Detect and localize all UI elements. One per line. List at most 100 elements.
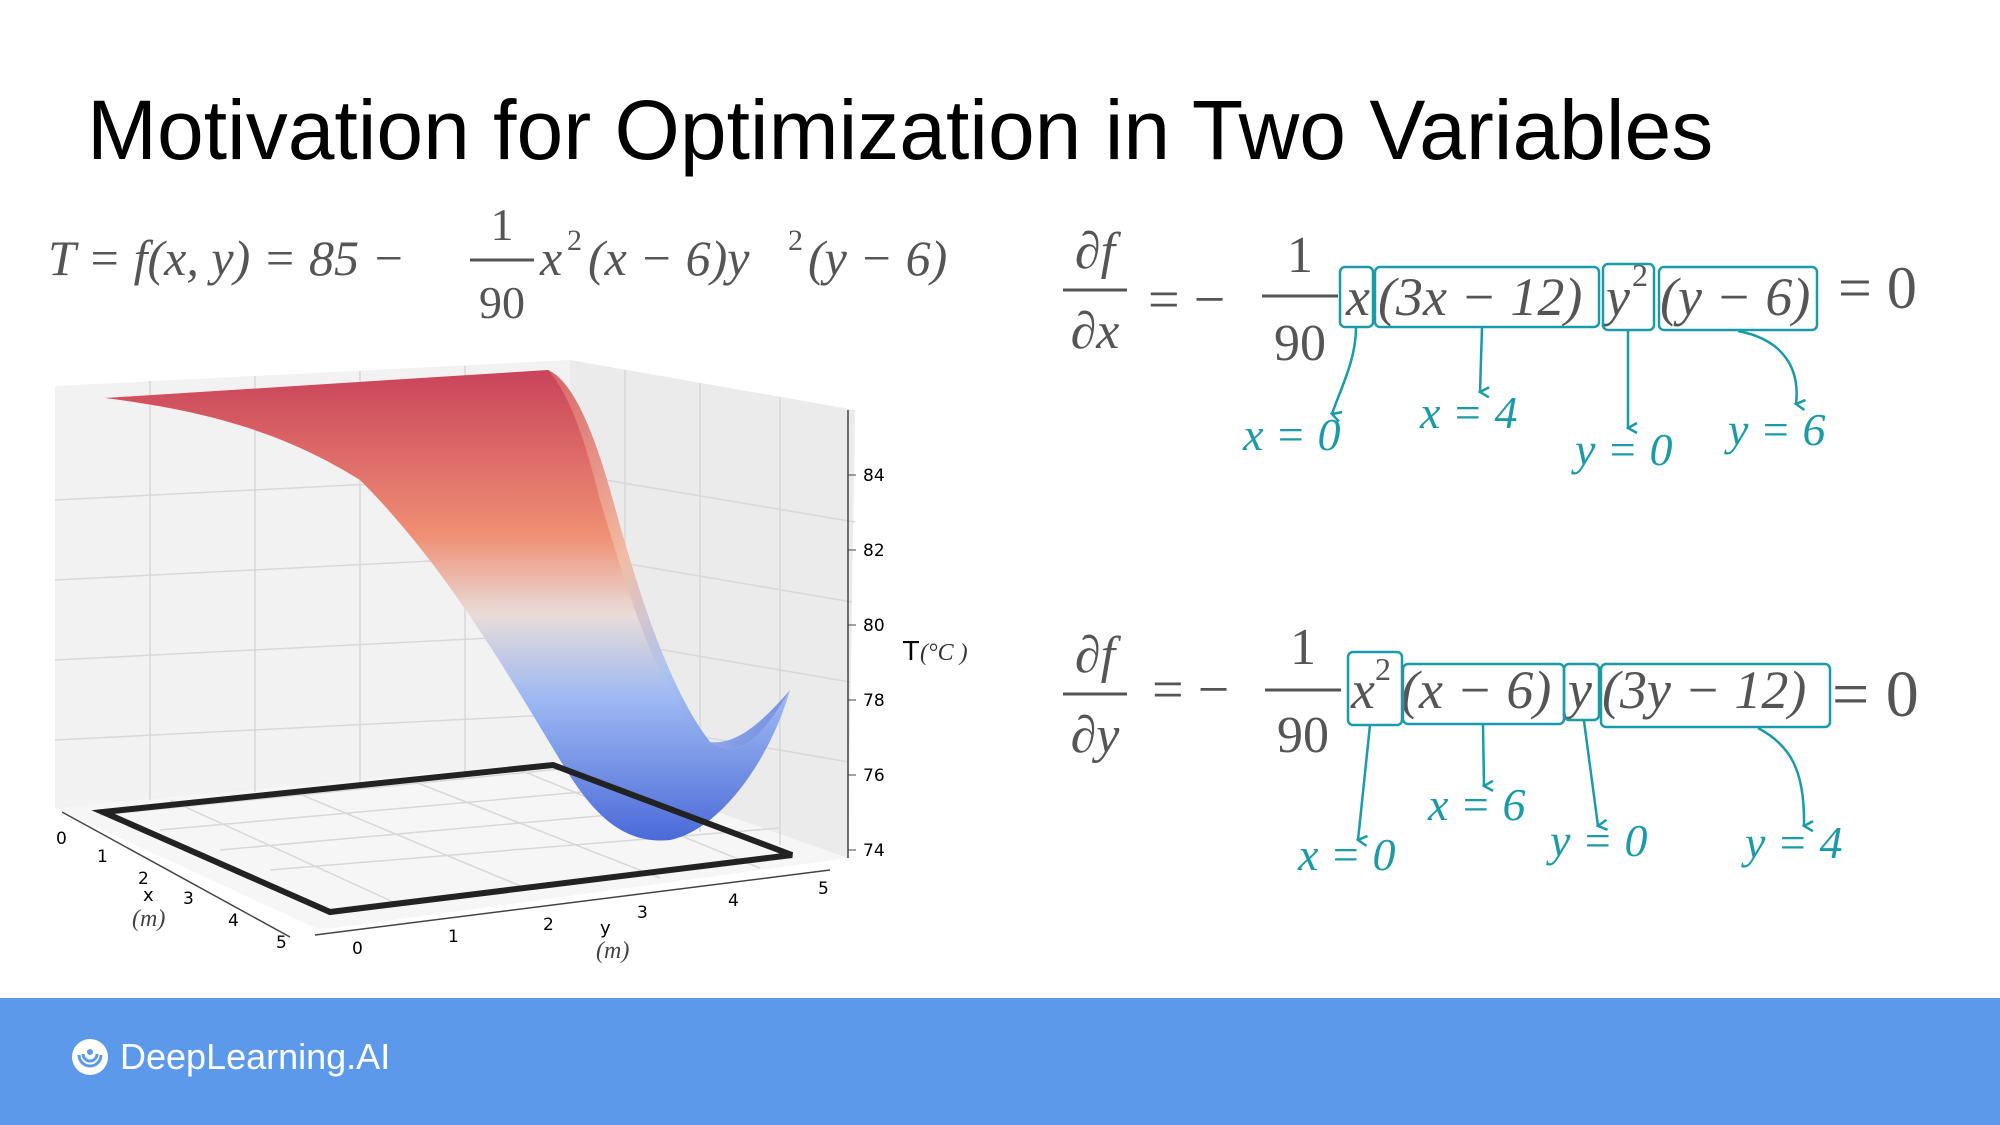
partial-y-equation: ∂f ∂y = − 1 90 x 2 (x − 6) y (3y − 12) =… <box>1063 619 1919 764</box>
partial-x-eq: = − <box>1148 269 1225 331</box>
arrow-px-1 <box>1332 327 1358 414</box>
main-equation-sup2: 2 <box>788 224 803 257</box>
y-axis-line <box>314 869 831 936</box>
main-equation-frac-den: 90 <box>479 277 525 328</box>
z-tick-80: 80 <box>863 616 885 636</box>
partial-x-box-3 <box>1601 262 1656 332</box>
z-tick-74: 74 <box>863 841 885 861</box>
partial-y-frac-num: 1 <box>1290 619 1316 676</box>
partial-y-factor-2: (x − 6) <box>1401 660 1551 720</box>
z-axis-ticks: 84 82 80 78 76 74 <box>848 466 885 861</box>
main-equation-x: x <box>539 230 562 286</box>
partial-y-roots: x = 0 x = 6 y = 0 y = 4 <box>1297 779 1842 880</box>
partial-y-top: ∂f <box>1075 627 1122 684</box>
x-tick-1: 1 <box>97 847 108 867</box>
main-equation-end: (y − 6) <box>808 230 947 286</box>
x-unit: (m) <box>132 906 165 932</box>
partial-x-factor-2: (3x − 12) <box>1378 267 1582 327</box>
arrow-py-2 <box>1481 724 1484 786</box>
partial-x-box-1 <box>1338 265 1375 329</box>
root-px-4: y = 6 <box>1724 404 1825 455</box>
z-axis-label: T (°C ) <box>902 637 968 667</box>
z-tick-78: 78 <box>863 691 885 711</box>
y-unit: (m) <box>596 938 629 964</box>
partial-x-rhs: = 0 <box>1838 255 1917 321</box>
partial-x-box-4 <box>1657 265 1819 332</box>
footer-bar <box>0 998 2000 1125</box>
root-py-1: x = 0 <box>1297 829 1395 880</box>
partial-y-factor-1: x <box>1350 660 1375 720</box>
main-equation-sup1: 2 <box>567 224 582 257</box>
partial-x-frac-num: 1 <box>1287 227 1313 284</box>
root-py-4: y = 4 <box>1741 817 1842 868</box>
z-tick-82: 82 <box>863 541 885 561</box>
partial-x-factor-boxes <box>1338 262 1819 332</box>
partial-y-eq: = − <box>1152 659 1229 721</box>
partial-x-bottom: ∂x <box>1071 303 1120 360</box>
main-equation-lhs: T = f(x, y) = 85 − <box>48 230 405 286</box>
main-equation-frac-num: 1 <box>491 199 514 250</box>
x-axis-ticks: 0 1 2 3 4 5 x (m) <box>56 829 287 953</box>
z-tick-76: 76 <box>863 766 885 786</box>
x-axis-line <box>61 811 291 938</box>
slide-title: Motivation for Optimization in Two Varia… <box>87 83 1714 177</box>
root-px-2: x = 4 <box>1419 387 1517 438</box>
x-tick-2: 2 <box>138 869 149 889</box>
y-tick-3: 3 <box>637 903 648 923</box>
x-tick-5: 5 <box>276 933 287 953</box>
partial-y-factor-3: y <box>1563 660 1592 720</box>
partial-x-frac-den: 90 <box>1274 315 1326 372</box>
z-tick-84: 84 <box>863 466 885 486</box>
z-unit: (°C ) <box>920 640 968 666</box>
slide-canvas: T = f(x, y) = 85 − 1 90 x 2 (x − 6)y 2 (… <box>48 199 1919 964</box>
domain-boundary <box>91 761 794 916</box>
partial-x-roots: x = 0 x = 4 y = 0 y = 6 <box>1242 387 1825 475</box>
partial-y-frac-den: 90 <box>1277 707 1329 764</box>
surface-plot: 84 82 80 78 76 74 T (°C ) 0 1 2 3 4 5 x … <box>54 360 968 964</box>
partial-y-box-3 <box>1562 662 1601 722</box>
y-tick-4: 4 <box>728 891 739 911</box>
x-label: x <box>143 885 154 906</box>
x-tick-4: 4 <box>228 911 239 931</box>
y-tick-0: 0 <box>352 939 363 959</box>
partial-x-factor-4: (y − 6) <box>1660 267 1810 327</box>
partial-y-arrows <box>1358 720 1804 840</box>
surface-top <box>105 370 790 841</box>
partial-x-factor-1: x <box>1345 267 1370 327</box>
partial-x-factor-3: y <box>1601 267 1630 327</box>
y-tick-5: 5 <box>818 879 829 899</box>
x-tick-3: 3 <box>183 889 194 909</box>
root-px-1: x = 0 <box>1242 409 1340 460</box>
partial-x-arrows <box>1332 327 1797 428</box>
y-tick-1: 1 <box>448 927 459 947</box>
brand-logo: DeepLearning.AI <box>70 1036 390 1078</box>
main-equation: T = f(x, y) = 85 − 1 90 x 2 (x − 6)y 2 (… <box>48 199 947 328</box>
y-label: y <box>600 918 611 939</box>
y-axis-ticks: 0 1 2 3 4 5 y (m) <box>352 879 829 964</box>
root-py-2: x = 6 <box>1427 779 1525 830</box>
deeplearning-logo-icon <box>72 1039 108 1075</box>
partial-y-factor-sup: 2 <box>1375 651 1391 687</box>
partial-y-factor-4: (3y − 12) <box>1602 660 1806 720</box>
partial-x-box-2 <box>1373 265 1601 329</box>
arrow-py-1 <box>1358 724 1372 840</box>
arrow-py-3 <box>1582 720 1598 826</box>
partial-x-top: ∂f <box>1075 223 1122 280</box>
main-equation-mid: (x − 6)y <box>588 230 750 286</box>
partial-y-factor-boxes <box>1346 650 1832 729</box>
arrow-px-2 <box>1480 327 1482 392</box>
root-px-3: y = 0 <box>1571 424 1672 475</box>
partial-y-rhs: = 0 <box>1832 658 1919 731</box>
brand-name: DeepLearning.AI <box>120 1036 391 1077</box>
partial-x-equation: ∂f ∂x = − 1 90 x (3x − 12) y 2 (y − 6) =… <box>1063 223 1917 372</box>
y-tick-2: 2 <box>543 915 554 935</box>
z-label: T <box>902 637 919 667</box>
surface-side <box>548 370 790 749</box>
x-tick-0: 0 <box>56 829 67 849</box>
partial-y-box-4 <box>1599 662 1832 729</box>
arrow-px-4 <box>1737 329 1797 404</box>
partial-x-factor-sup: 2 <box>1632 257 1648 293</box>
arrow-py-4 <box>1757 726 1804 826</box>
partial-y-bottom: ∂y <box>1071 707 1121 764</box>
root-py-3: y = 0 <box>1546 815 1647 866</box>
